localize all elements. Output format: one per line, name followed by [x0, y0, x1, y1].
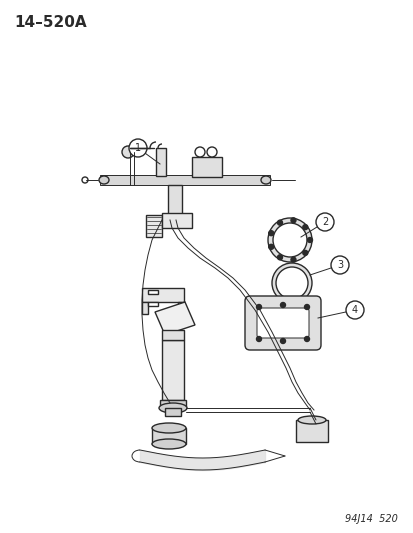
Circle shape: [256, 304, 261, 310]
Circle shape: [268, 244, 273, 249]
Circle shape: [271, 263, 311, 303]
Text: 3: 3: [336, 260, 342, 270]
Ellipse shape: [99, 176, 109, 184]
Circle shape: [315, 213, 333, 231]
Bar: [192, 157, 221, 177]
Bar: [142, 288, 183, 302]
Circle shape: [302, 224, 307, 230]
Bar: [295, 420, 327, 442]
Bar: [100, 175, 269, 185]
Circle shape: [304, 336, 309, 342]
Circle shape: [122, 146, 134, 158]
Bar: [156, 148, 166, 176]
Bar: [178, 302, 183, 314]
Bar: [168, 185, 182, 215]
Ellipse shape: [152, 439, 185, 449]
Text: 4: 4: [351, 305, 357, 315]
Ellipse shape: [152, 423, 185, 433]
Ellipse shape: [297, 416, 325, 424]
Bar: [147, 290, 158, 294]
Bar: [159, 400, 185, 408]
Bar: [142, 302, 147, 314]
Circle shape: [280, 338, 285, 343]
Bar: [161, 340, 183, 400]
Text: 94J14  520: 94J14 520: [344, 514, 397, 524]
Bar: [161, 330, 183, 340]
Circle shape: [267, 218, 311, 262]
FancyBboxPatch shape: [256, 308, 308, 338]
Bar: [146, 215, 161, 237]
Circle shape: [307, 238, 312, 243]
Circle shape: [272, 223, 306, 257]
Circle shape: [275, 267, 307, 299]
Circle shape: [330, 256, 348, 274]
Ellipse shape: [159, 403, 187, 413]
Circle shape: [280, 303, 285, 308]
Ellipse shape: [260, 176, 271, 184]
Bar: [147, 302, 158, 306]
Circle shape: [277, 220, 282, 225]
Text: 2: 2: [321, 217, 328, 227]
Circle shape: [206, 147, 216, 157]
Circle shape: [195, 147, 204, 157]
FancyBboxPatch shape: [244, 296, 320, 350]
Text: 14–520A: 14–520A: [14, 15, 86, 30]
Circle shape: [82, 177, 88, 183]
Bar: [165, 408, 180, 416]
Text: 1: 1: [135, 143, 141, 153]
Circle shape: [302, 251, 307, 255]
Bar: [152, 428, 185, 444]
Circle shape: [256, 336, 261, 342]
Circle shape: [290, 257, 295, 262]
Circle shape: [290, 218, 295, 223]
Circle shape: [129, 139, 147, 157]
Circle shape: [345, 301, 363, 319]
Circle shape: [277, 255, 282, 260]
Bar: [161, 213, 192, 228]
Circle shape: [268, 231, 273, 236]
Polygon shape: [154, 302, 195, 335]
Circle shape: [304, 304, 309, 310]
